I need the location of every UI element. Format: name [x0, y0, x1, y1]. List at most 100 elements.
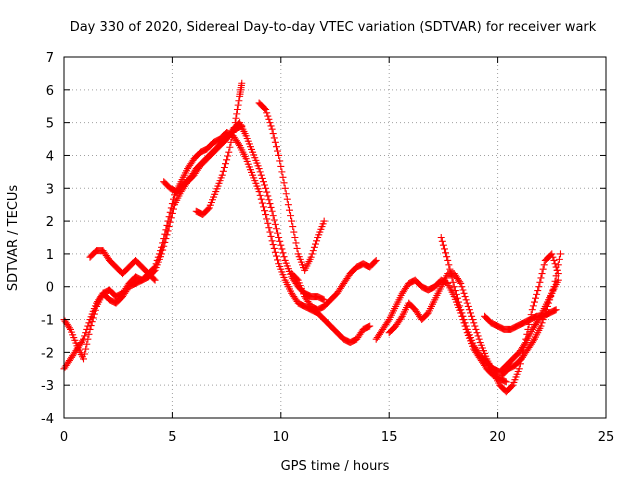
data-point — [81, 350, 89, 358]
data-point — [271, 220, 279, 228]
data-point — [262, 184, 270, 192]
data-point — [218, 171, 226, 179]
data-point — [151, 276, 159, 284]
data-point — [274, 147, 282, 155]
data-point — [91, 306, 99, 314]
data-point — [458, 283, 466, 291]
series-arc-2 — [60, 119, 328, 363]
data-point — [538, 270, 546, 278]
data-point — [554, 261, 562, 269]
y-tick-label: -2 — [41, 346, 54, 361]
data-point — [548, 250, 556, 258]
data-point — [165, 223, 173, 231]
data-point — [515, 365, 523, 373]
y-axis-label: SDTVAR / TECUs — [6, 185, 21, 292]
data-point — [225, 148, 233, 156]
data-point — [268, 207, 276, 215]
data-point — [439, 241, 447, 249]
data-point — [162, 235, 170, 243]
data-point — [227, 138, 235, 146]
data-point — [320, 217, 328, 225]
data-point — [261, 181, 269, 189]
data-point — [538, 319, 546, 327]
data-point — [263, 215, 271, 223]
series-arc-7 — [288, 256, 380, 314]
data-point — [551, 260, 559, 268]
data-point — [292, 239, 300, 247]
data-point — [279, 249, 287, 257]
data-point — [457, 306, 465, 314]
data-point — [453, 294, 461, 302]
data-point — [455, 298, 463, 306]
data-point — [472, 325, 480, 333]
data-point — [555, 255, 563, 263]
data-point — [287, 212, 295, 220]
data-point — [521, 340, 529, 348]
data-point — [556, 250, 564, 258]
data-point — [278, 168, 286, 176]
data-point — [474, 332, 482, 340]
series-arc-1 — [60, 128, 374, 373]
data-point — [535, 283, 543, 291]
data-point — [288, 217, 296, 225]
data-point — [371, 258, 379, 266]
data-point — [259, 178, 267, 186]
data-point — [313, 237, 321, 245]
data-point — [265, 196, 273, 204]
data-point — [88, 318, 96, 326]
data-point — [540, 312, 548, 320]
plot-frame — [63, 56, 607, 419]
data-point — [269, 241, 277, 249]
data-point — [267, 203, 275, 211]
data-point — [87, 322, 95, 330]
data-point — [553, 266, 561, 274]
data-point — [223, 156, 231, 164]
data-point — [264, 219, 272, 227]
data-point — [541, 309, 549, 317]
data-point — [222, 160, 230, 168]
data-point — [229, 128, 237, 136]
data-point — [293, 275, 301, 283]
x-tick-label: 0 — [60, 430, 68, 445]
data-point — [280, 253, 288, 261]
data-point — [166, 218, 174, 226]
data-point — [309, 247, 317, 255]
data-point — [450, 283, 458, 291]
tick-layer: 0 5 10 15 20 25 -4 -3 -2 -1 0 1 2 3 4 5 6 7 — [41, 51, 614, 445]
data-point — [272, 252, 280, 260]
data-point — [82, 345, 90, 353]
data-point — [224, 152, 232, 160]
data-point — [81, 332, 89, 340]
data-point — [160, 242, 168, 250]
data-point — [266, 119, 274, 127]
data-point — [84, 335, 92, 343]
data-point — [289, 223, 297, 231]
x-axis-label: GPS time / hours — [281, 459, 390, 474]
data-point — [277, 162, 285, 170]
data-point — [268, 237, 276, 245]
data-point — [270, 134, 278, 142]
y-tick-label: 4 — [46, 149, 54, 164]
data-point — [163, 231, 171, 239]
data-point — [471, 322, 479, 330]
data-point — [164, 227, 172, 235]
data-point — [311, 240, 319, 248]
data-point — [280, 179, 288, 187]
data-point — [262, 211, 270, 219]
data-point — [258, 174, 266, 182]
data-point — [366, 322, 374, 330]
data-point — [539, 265, 547, 273]
data-point — [443, 253, 451, 261]
data-point — [548, 289, 556, 297]
data-point — [291, 234, 299, 241]
data-point — [265, 115, 273, 123]
data-point — [462, 322, 470, 330]
data-point — [90, 310, 98, 318]
data-point — [537, 274, 545, 282]
data-point — [167, 214, 175, 222]
data-point — [464, 302, 472, 310]
y-tick-label: 6 — [46, 84, 54, 99]
data-point — [467, 309, 474, 317]
data-point — [451, 287, 459, 295]
